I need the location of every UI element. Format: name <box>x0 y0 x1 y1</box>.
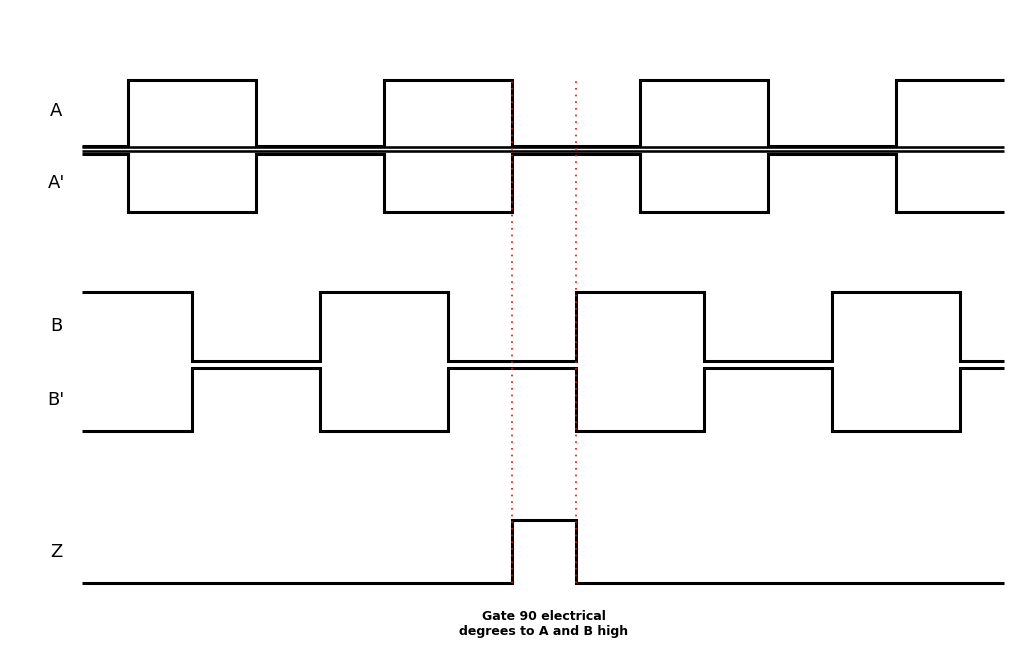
Text: Z: Z <box>50 542 62 561</box>
Text: Gate 90 electrical
degrees to A and B high: Gate 90 electrical degrees to A and B hi… <box>460 610 629 638</box>
Text: A: A <box>50 101 62 120</box>
Text: A': A' <box>48 174 65 192</box>
Text: B: B <box>50 317 62 335</box>
Text: B': B' <box>48 391 65 409</box>
